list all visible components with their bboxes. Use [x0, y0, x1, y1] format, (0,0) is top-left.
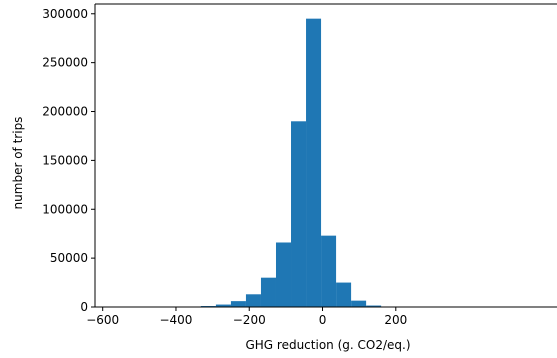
histogram-bars — [185, 18, 397, 308]
histogram-bar-8 — [306, 18, 322, 308]
histogram-bar-3 — [230, 301, 246, 307]
x-tick-label: −200 — [233, 313, 266, 327]
histogram-bar-4 — [245, 294, 261, 307]
y-tick-label: 50000 — [50, 251, 88, 265]
histogram-bar-6 — [275, 242, 292, 307]
histogram-bar-2 — [215, 304, 231, 307]
x-axis-label: GHG reduction (g. CO2/eq.) — [245, 338, 410, 352]
x-tick-label: −600 — [86, 313, 119, 327]
x-tick-label: 200 — [384, 313, 407, 327]
x-tick-label: −400 — [159, 313, 192, 327]
y-tick-label: 150000 — [42, 153, 88, 167]
x-axis-ticks: −600 −400 −200 0 200 — [86, 307, 407, 327]
y-tick-label: 0 — [80, 300, 88, 314]
histogram-bar-9 — [321, 235, 337, 307]
y-tick-label: 100000 — [42, 202, 88, 216]
histogram-bar-7 — [291, 121, 307, 308]
axes — [94, 3, 557, 308]
histogram-bar-10 — [336, 282, 352, 307]
y-tick-label: 200000 — [42, 105, 88, 119]
y-tick-label: 250000 — [42, 56, 88, 70]
y-axis-ticks: 0 50000 100000 150000 200000 250000 300000 — [42, 7, 95, 314]
y-tick-label: 300000 — [42, 7, 88, 21]
x-tick-label: 0 — [319, 313, 327, 327]
y-axis-label: number of trips — [11, 117, 25, 210]
histogram-bar-12 — [366, 305, 382, 307]
histogram-bar-5 — [260, 277, 276, 307]
histogram-bar-11 — [351, 300, 367, 307]
